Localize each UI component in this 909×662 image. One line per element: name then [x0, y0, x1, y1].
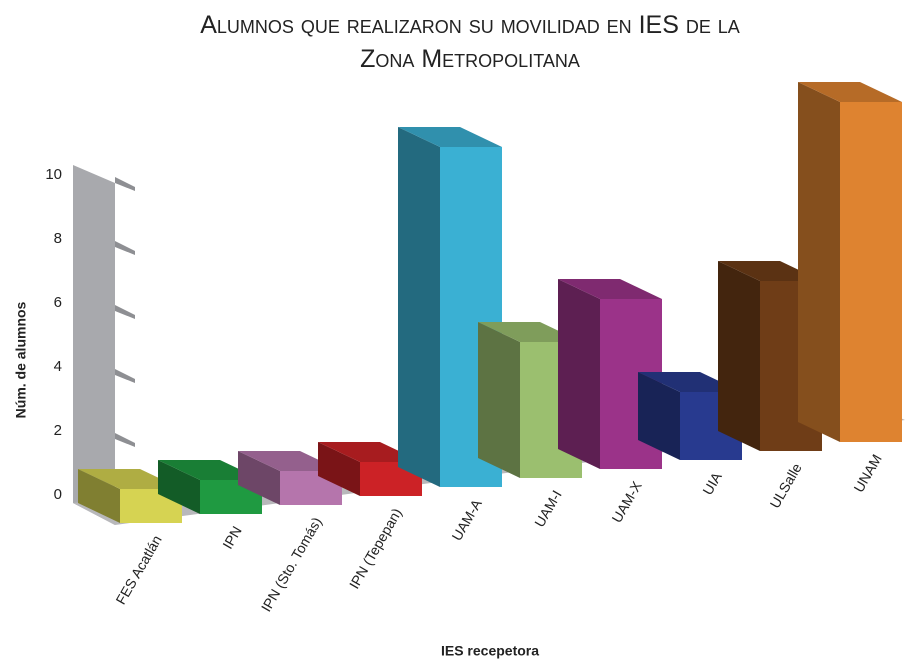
x-tick-label: UNAM: [850, 451, 884, 495]
bar-top: [558, 279, 662, 299]
x-tick-label: IPN: [219, 523, 245, 551]
axis-wall: [73, 165, 115, 525]
bar-top: [398, 127, 502, 147]
bar-top: [318, 442, 422, 462]
bar-top: [78, 469, 182, 489]
x-tick-label: IPN (Tepepan): [346, 505, 405, 591]
x-tick-label: UAM-I: [531, 487, 565, 529]
bar-top: [478, 322, 582, 342]
bar-side: [638, 372, 680, 460]
y-tick-label: 6: [54, 294, 62, 311]
bar-side: [318, 442, 360, 496]
tick-mark: [115, 241, 135, 255]
bar-side: [158, 460, 200, 514]
y-tick-label: 10: [45, 166, 62, 183]
bar-side: [798, 82, 840, 442]
y-tick-label: 0: [54, 486, 62, 503]
tick-mark: [115, 177, 135, 191]
y-axis-label: Núm. de alumnos: [13, 301, 29, 418]
bar-side: [558, 279, 600, 469]
bar-side: [238, 451, 280, 505]
x-tick-label: UAM-A: [448, 496, 485, 544]
x-tick-label: FES Acatlán: [112, 532, 164, 607]
x-axis-label: IES recepetora: [441, 643, 539, 659]
bar-top: [638, 372, 742, 392]
x-tick-label: UAM-X: [608, 478, 645, 526]
bar-top: [718, 261, 822, 281]
x-tick-label: IPN (Sto. Tomás): [258, 514, 325, 614]
bar: [840, 102, 902, 442]
x-tick-label: UIA: [699, 469, 725, 498]
x-tick-label: ULSalle: [766, 460, 804, 511]
bar-side: [78, 469, 120, 523]
bar-top: [158, 460, 262, 480]
bar-side: [398, 127, 440, 487]
tick-mark: [115, 433, 135, 447]
y-tick-label: 8: [54, 230, 62, 247]
tick-mark: [115, 369, 135, 383]
y-tick-label: 4: [54, 358, 62, 375]
tick-mark: [115, 305, 135, 319]
bar-side: [718, 261, 760, 451]
bar-side: [478, 322, 520, 478]
chart-title: Alumnos que realizaron su movilidad en I…: [200, 11, 740, 73]
bar-top: [238, 451, 342, 471]
bar-top: [798, 82, 902, 102]
y-tick-label: 2: [54, 422, 62, 439]
